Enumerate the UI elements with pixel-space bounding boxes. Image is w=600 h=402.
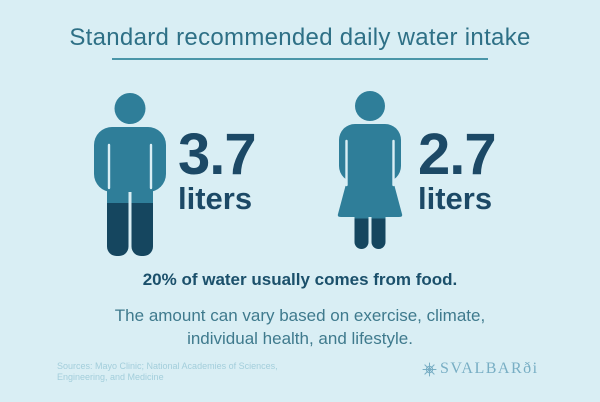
- male-intake-value: 3.7: [178, 122, 257, 187]
- title-underline: [112, 58, 488, 60]
- female-intake-unit: liters: [418, 181, 493, 216]
- fact-detail-line-1: The amount can vary based on exercise, c…: [114, 306, 486, 325]
- female-person-icon: [337, 91, 403, 249]
- female-intake-value: 2.7: [418, 122, 497, 187]
- brand-name: SVALBARði: [440, 360, 539, 377]
- brand-logo: SVALBARði: [422, 359, 539, 379]
- female-intake-stat: 2.7 liters: [418, 122, 497, 216]
- male-intake-unit: liters: [178, 181, 253, 216]
- sources-note: Sources: Mayo Clinic; National Academies…: [57, 361, 278, 383]
- fact-detail-line-2: individual health, and lifestyle.: [187, 329, 413, 348]
- male-intake-stat: 3.7 liters: [178, 122, 257, 216]
- snowflake-icon: [422, 362, 437, 376]
- fact-detail: The amount can vary based on exercise, c…: [0, 304, 600, 350]
- sources-line-1: Sources: Mayo Clinic; National Academies…: [57, 361, 278, 371]
- page-title: Standard recommended daily water intake: [69, 24, 531, 51]
- fact-headline: 20% of water usually comes from food.: [142, 270, 458, 289]
- male-person-icon: [94, 93, 166, 256]
- sources-line-2: Engineering, and Medicine: [57, 372, 164, 382]
